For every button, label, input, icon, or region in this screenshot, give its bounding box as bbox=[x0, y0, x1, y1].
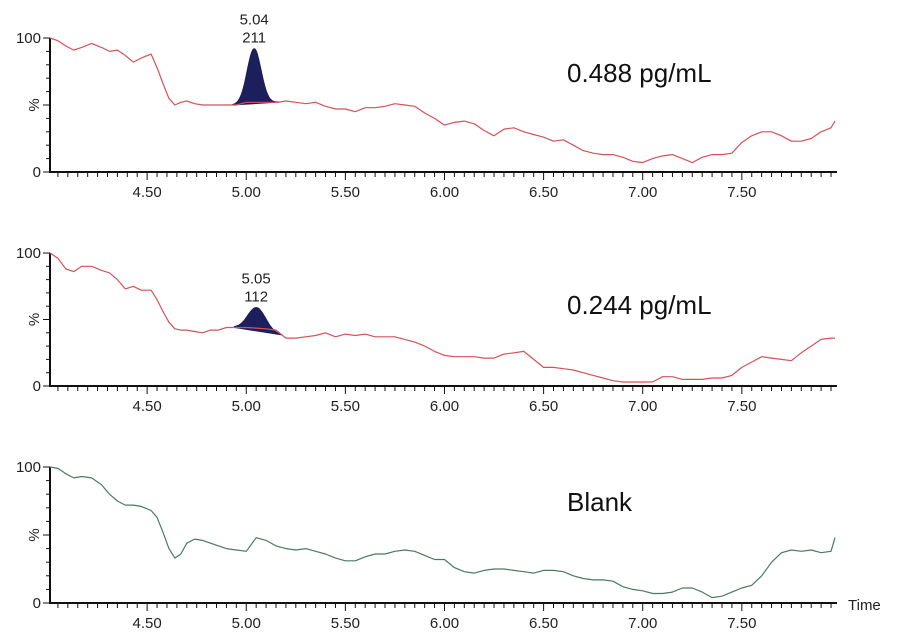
x-tick-label: 6.00 bbox=[430, 398, 459, 415]
x-tick-label: 5.00 bbox=[232, 398, 261, 415]
panel-1-concentration-label: 0.488 pg/mL bbox=[567, 58, 712, 88]
x-tick-label: 6.00 bbox=[430, 184, 459, 201]
x-tick-label: 5.00 bbox=[232, 184, 261, 201]
y-axis-percent-label: % bbox=[26, 98, 43, 111]
y-tick-0: 0 bbox=[33, 378, 41, 395]
y-tick-100: 100 bbox=[16, 459, 41, 476]
x-axis-time-label: Time bbox=[848, 597, 881, 614]
y-tick-0: 0 bbox=[33, 595, 41, 612]
integrated-peak bbox=[231, 48, 281, 106]
peak-retention-time-label: 5.05 bbox=[242, 271, 271, 288]
y-axis-percent-label: % bbox=[26, 313, 43, 326]
x-tick-label: 5.50 bbox=[331, 398, 360, 415]
x-tick-label: 4.50 bbox=[133, 398, 162, 415]
x-tick-label: 7.50 bbox=[727, 615, 756, 632]
peak-area-label: 112 bbox=[244, 289, 268, 306]
peak-retention-time-label: 5.04 bbox=[240, 12, 269, 29]
x-tick-label: 5.00 bbox=[232, 615, 261, 632]
y-tick-100: 100 bbox=[16, 245, 41, 262]
panel-3-blank-label: Blank bbox=[567, 487, 633, 517]
x-tick-label: 4.50 bbox=[133, 615, 162, 632]
chromatogram-trace bbox=[49, 37, 836, 164]
x-tick-label: 4.50 bbox=[133, 184, 162, 201]
x-tick-label: 6.50 bbox=[529, 184, 558, 201]
x-tick-label: 7.50 bbox=[727, 184, 756, 201]
chromatogram-panel-3: 100 0% 4.50 5.00 5.50 6.00 6.50 7.00 7.50 bbox=[16, 459, 837, 632]
x-tick-label: 5.50 bbox=[331, 615, 360, 632]
y-tick-0: 0 bbox=[33, 164, 41, 181]
chromatogram-trace bbox=[49, 252, 835, 383]
peak-area-label: 211 bbox=[242, 30, 266, 47]
y-tick-100: 100 bbox=[16, 30, 41, 47]
x-tick-label: 6.50 bbox=[529, 615, 558, 632]
x-tick-label: 7.50 bbox=[727, 398, 756, 415]
x-tick-label: 7.00 bbox=[628, 615, 657, 632]
x-tick-label: 7.00 bbox=[628, 398, 657, 415]
x-tick-label: 7.00 bbox=[628, 184, 657, 201]
x-tick-label: 6.00 bbox=[430, 615, 459, 632]
x-tick-label: 6.50 bbox=[529, 398, 558, 415]
x-tick-label: 5.50 bbox=[331, 184, 360, 201]
panel-2-concentration-label: 0.244 pg/mL bbox=[567, 290, 712, 320]
chromatogram-trace bbox=[49, 466, 836, 599]
integrated-peak bbox=[233, 306, 283, 336]
y-axis-percent-label: % bbox=[26, 528, 43, 541]
